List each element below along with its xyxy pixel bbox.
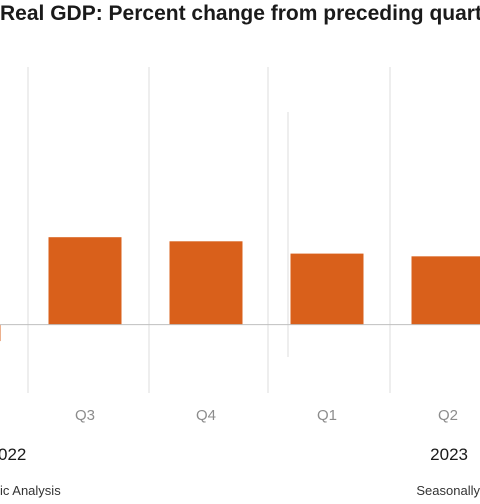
bar-q2-4 [411, 256, 480, 325]
bar-q2-0 [0, 324, 1, 342]
quarter-separators [27, 67, 391, 393]
x-axis-tick-labels: Q3 Q4 Q1 Q2 [75, 407, 458, 424]
source-note: ic Analysis [0, 483, 61, 498]
x-tick-label: Q4 [196, 407, 216, 424]
bar-q4-2 [169, 241, 243, 325]
chart-title: Real GDP: Percent change from preceding … [0, 2, 480, 25]
x-tick-label: Q1 [317, 407, 337, 424]
bar-q3-1 [48, 237, 122, 325]
year-label: 2023 [430, 445, 468, 464]
bar-q1-3 [290, 253, 364, 325]
year-label: 022 [0, 445, 26, 464]
x-tick-label: Q3 [75, 407, 95, 424]
bar-series [0, 237, 480, 342]
year-labels: 022 2023 [0, 445, 468, 464]
x-tick-label: Q2 [438, 407, 458, 424]
seasonal-note: Seasonally [416, 483, 480, 498]
